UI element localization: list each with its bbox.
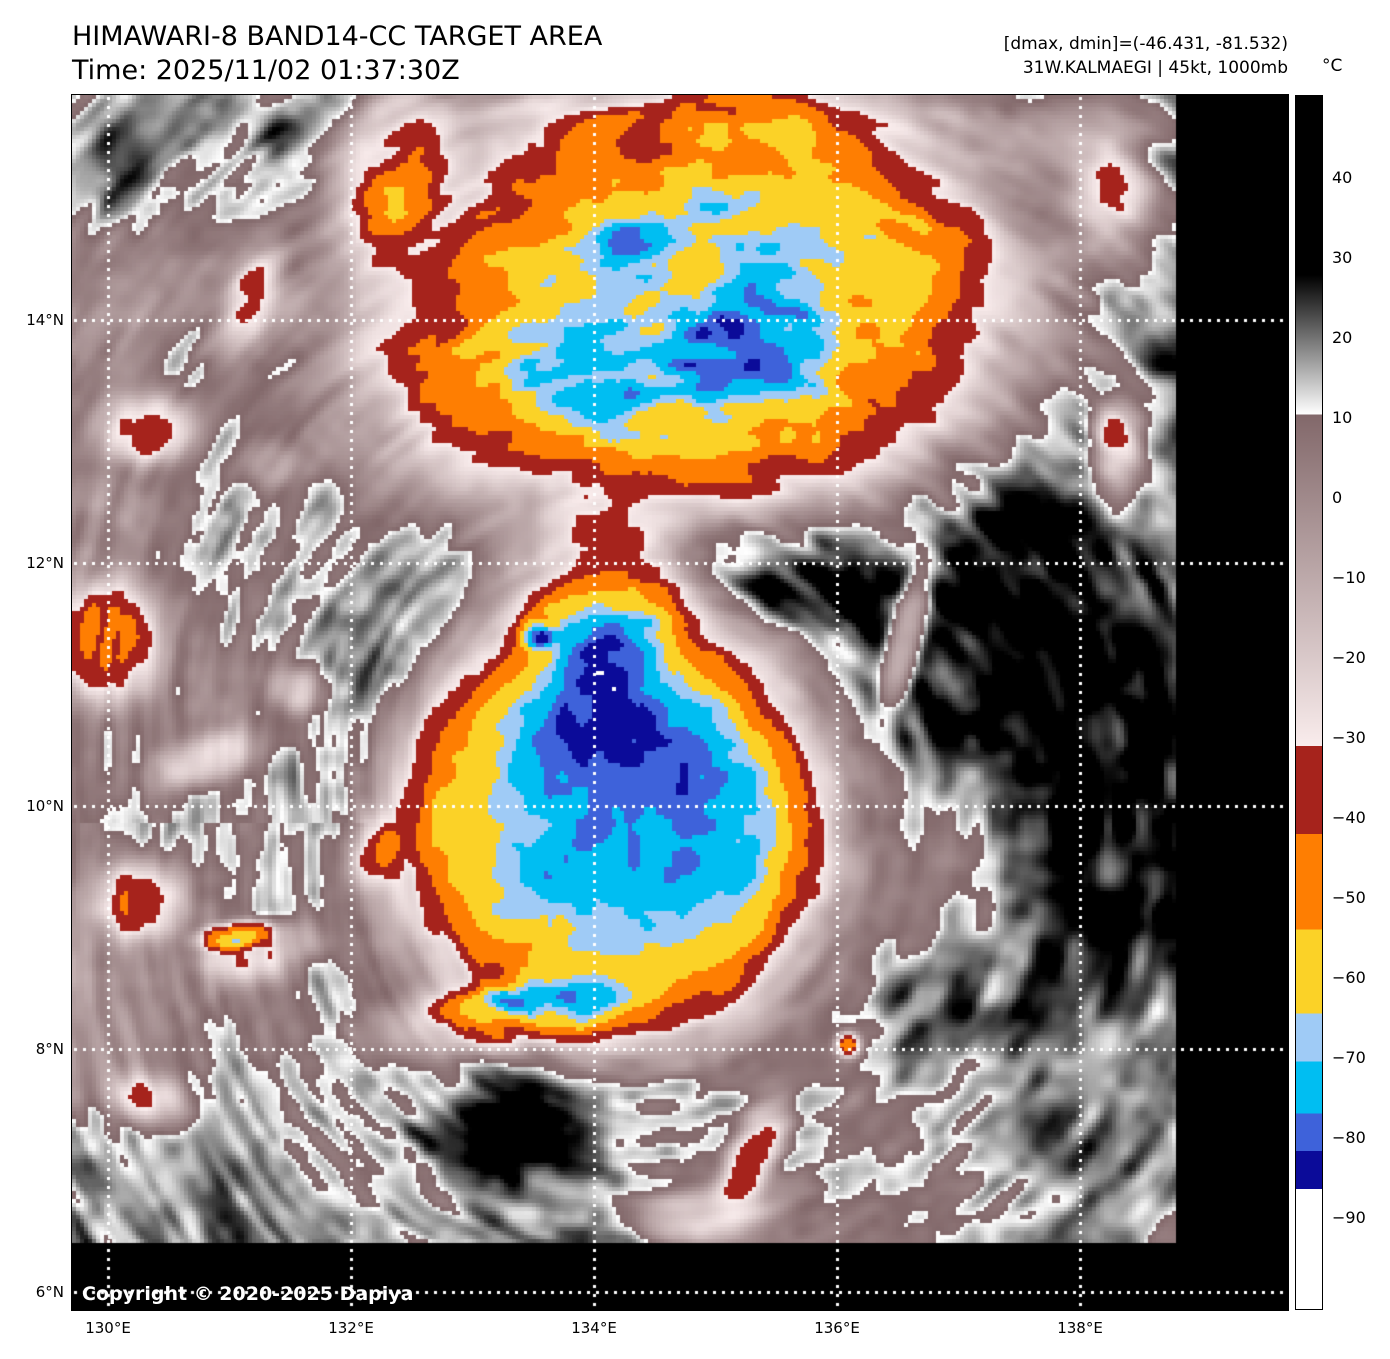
colorbar-tick-label: −70 [1332, 1048, 1366, 1068]
x-axis-tick-label: 130°E [85, 1319, 131, 1337]
header: HIMAWARI-8 BAND14-CC TARGET AREA Time: 2… [72, 20, 602, 88]
colorbar-tick-label: −10 [1332, 568, 1366, 588]
time-label: Time: 2025/11/02 01:37:30Z [72, 55, 460, 86]
colorbar-tick-label: 10 [1332, 408, 1353, 428]
y-axis-tick-label: 6°N [35, 1283, 64, 1301]
colorbar-unit-label: °C [1322, 56, 1343, 76]
colorbar-tick-label: 30 [1332, 248, 1353, 268]
colorbar-tick-label: −90 [1332, 1208, 1366, 1227]
x-axis-tick-label: 134°E [571, 1319, 617, 1337]
colorbar-tick-label: −30 [1332, 728, 1366, 748]
x-axis-tick-label: 138°E [1057, 1319, 1103, 1337]
y-axis-tick-label: 8°N [35, 1040, 64, 1058]
colorbar-tick-label: 40 [1332, 168, 1353, 188]
y-axis-tick-label: 10°N [26, 797, 64, 815]
storm-info-label: 31W.KALMAEGI | 45kt, 1000mb [1022, 58, 1288, 78]
colorbar-tick-label: −80 [1332, 1128, 1366, 1148]
colorbar-tick-label: 20 [1332, 328, 1353, 348]
colorbar-tick-label: 0 [1332, 488, 1343, 508]
dmax-dmin-label: [dmax, dmin]=(-46.431, -81.532) [1003, 34, 1288, 54]
copyright-label: Copyright © 2020-2025 Dapiya [82, 1283, 414, 1305]
x-axis-tick-label: 136°E [814, 1319, 860, 1337]
colorbar-tick-label: −40 [1332, 808, 1366, 828]
colorbar-tick-label: −20 [1332, 648, 1366, 668]
satellite-map-image [72, 95, 1288, 1310]
page-title: HIMAWARI-8 BAND14-CC TARGET AREA [72, 21, 603, 52]
colorbar [1295, 95, 1323, 1310]
x-axis-tick-label: 132°E [328, 1319, 374, 1337]
y-axis-tick-label: 14°N [26, 311, 64, 329]
colorbar-tick-label: −50 [1332, 888, 1366, 908]
y-axis-tick-label: 12°N [26, 554, 64, 572]
colorbar-tick-label: −60 [1332, 968, 1366, 988]
header-right: [dmax, dmin]=(-46.431, -81.532) 31W.KALM… [1004, 32, 1288, 80]
